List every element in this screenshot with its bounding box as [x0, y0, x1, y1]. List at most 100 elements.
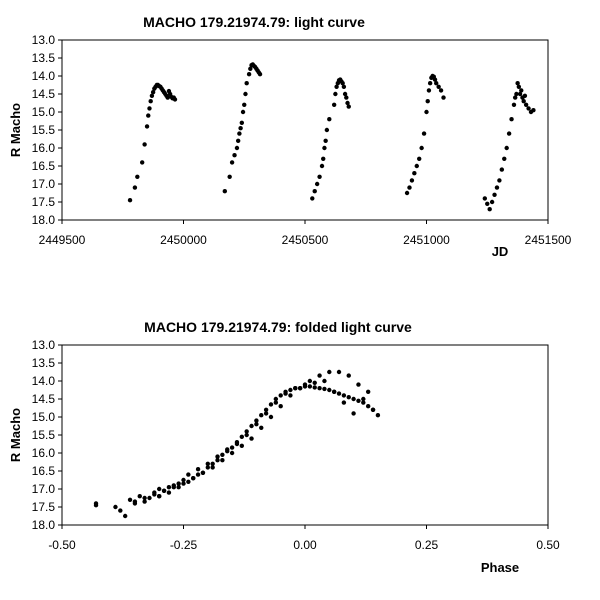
- folded-light-curve-data-point: [273, 396, 279, 402]
- folded-light-curve-data-point: [142, 499, 147, 504]
- folded-light-curve-data-point: [220, 458, 225, 463]
- light-curve-data-point: [257, 72, 263, 77]
- light-curve-data-point: [526, 106, 531, 111]
- light-curve-data-point: [494, 185, 500, 190]
- light-curve-data-point: [504, 145, 509, 151]
- folded-light-curve-data-point: [361, 396, 366, 402]
- folded-light-curve-data-point: [147, 495, 152, 501]
- light-curve-y-label: R Macho: [8, 103, 23, 157]
- folded-light-curve-data-point: [278, 393, 283, 398]
- folded-light-curve-data-point: [157, 486, 162, 492]
- folded-light-curve-data-point: [283, 391, 288, 396]
- light-curve-x-tick-label: 2451500: [525, 233, 572, 247]
- light-curve-data-point: [149, 93, 155, 99]
- light-curve-data-point: [127, 198, 133, 203]
- light-curve-data-point: [499, 167, 505, 172]
- folded-light-curve-data-point: [336, 369, 342, 375]
- folded-light-curve-data-point: [152, 492, 157, 497]
- light-curve-data-point: [425, 99, 430, 104]
- light-curve-data-point: [248, 66, 253, 72]
- folded-light-curve-data-point: [356, 382, 361, 387]
- folded-light-curve-data-point: [365, 404, 371, 409]
- light-curve-data-point: [244, 81, 249, 86]
- light-curve-data-point: [238, 126, 243, 131]
- light-curve-data-point: [139, 160, 145, 165]
- light-curve-data-point: [515, 81, 520, 86]
- light-curve-data-point: [342, 91, 348, 97]
- light-curve-data-point: [333, 91, 338, 97]
- folded-light-curve-data-point: [239, 434, 245, 439]
- folded-light-curve-title: MACHO 179.21974.79: folded light curve: [144, 319, 412, 335]
- folded-light-curve-y-tick-label: 15.0: [32, 410, 56, 424]
- light-curve-data-point: [240, 109, 246, 115]
- light-curve-data-point: [497, 178, 502, 183]
- folded-light-curve-plot-frame: [61, 344, 549, 526]
- light-curve-data-point: [487, 207, 492, 212]
- folded-light-curve-data-point: [205, 465, 210, 470]
- folded-light-curve-data-point: [122, 513, 128, 519]
- light-curve-data-point: [345, 100, 350, 106]
- light-curve-data-point: [147, 106, 152, 111]
- light-curve-data-point: [514, 91, 519, 97]
- folded-light-curve-data-point: [229, 450, 235, 456]
- light-curve-data-point: [242, 102, 247, 108]
- folded-light-curve-data-point: [341, 393, 347, 398]
- light-curve-data-point: [417, 156, 422, 161]
- light-curve-y-tick-label: 17.0: [32, 177, 56, 191]
- light-curve-data-point: [150, 90, 156, 95]
- light-curve-y-tick-label: 18.0: [32, 213, 56, 227]
- folded-light-curve-data-point: [225, 447, 230, 452]
- light-curve-data-point: [324, 127, 330, 133]
- folded-light-curve-x-tick-label: 0.50: [536, 538, 560, 552]
- folded-light-curve-data-point: [176, 485, 181, 490]
- folded-light-curve-data-point: [254, 422, 259, 427]
- light-curve-data-point: [341, 84, 347, 90]
- light-curve-data-point: [506, 131, 512, 136]
- folded-light-curve-y-tick-label: 18.0: [32, 518, 56, 532]
- folded-light-curve-data-point: [346, 373, 351, 378]
- light-curve-data-point: [312, 189, 317, 194]
- light-curve-chart: MACHO 179.21974.79: light curve R Macho …: [8, 14, 572, 259]
- folded-light-curve-data-point: [113, 504, 118, 510]
- folded-light-curve-y-tick-label: 17.0: [32, 482, 56, 496]
- folded-light-curve-data-point: [293, 386, 298, 391]
- light-curve-y-tick-label: 13.0: [32, 33, 56, 47]
- light-curve-y-tick-label: 16.5: [32, 159, 56, 173]
- light-curve-data-point: [489, 199, 495, 205]
- light-curve-data-point: [436, 84, 441, 90]
- folded-light-curve-data-point: [375, 413, 381, 418]
- light-curve-x-tick-label: 2450500: [282, 233, 329, 247]
- light-curve-data-point: [502, 156, 507, 161]
- light-curve-data-point: [409, 178, 415, 183]
- folded-light-curve-data-point: [312, 380, 317, 385]
- folded-light-curve-data-point: [215, 458, 220, 463]
- folded-light-curve-data-point: [351, 411, 356, 416]
- folded-light-curve-data-point: [93, 501, 99, 506]
- folded-light-curve-y-tick-label: 14.5: [32, 392, 56, 406]
- folded-light-curve-data-point: [195, 472, 201, 477]
- folded-light-curve-data-point: [327, 387, 332, 393]
- light-curve-data-point: [522, 93, 528, 99]
- light-curve-data-point: [517, 91, 523, 97]
- folded-light-curve-y-tick-label: 14.0: [32, 374, 56, 388]
- light-curve-data-point: [421, 131, 427, 136]
- folded-light-curve-data-point: [327, 369, 332, 375]
- light-curve-data-point: [235, 138, 241, 143]
- folded-light-curve-data-point: [229, 445, 235, 450]
- folded-light-curve-data-point: [195, 467, 201, 472]
- light-curve-data-point: [319, 163, 325, 169]
- light-curve-data-point: [482, 196, 488, 201]
- folded-light-curve-y-tick-label: 13.5: [32, 356, 56, 370]
- folded-light-curve-data-point: [288, 387, 293, 393]
- folded-light-curve-data-point: [268, 402, 274, 407]
- folded-light-curve-data-point: [278, 404, 283, 409]
- folded-light-curve-data-point: [239, 443, 245, 448]
- light-curve-x-tick-label: 2450000: [160, 233, 207, 247]
- light-curve-data-point: [243, 91, 248, 97]
- folded-light-curve-data-point: [234, 441, 240, 447]
- folded-light-curve-data-point: [307, 384, 313, 389]
- light-curve-data-point: [227, 174, 232, 179]
- folded-light-curve-data-point: [370, 407, 376, 412]
- folded-light-curve-data-point: [127, 497, 133, 502]
